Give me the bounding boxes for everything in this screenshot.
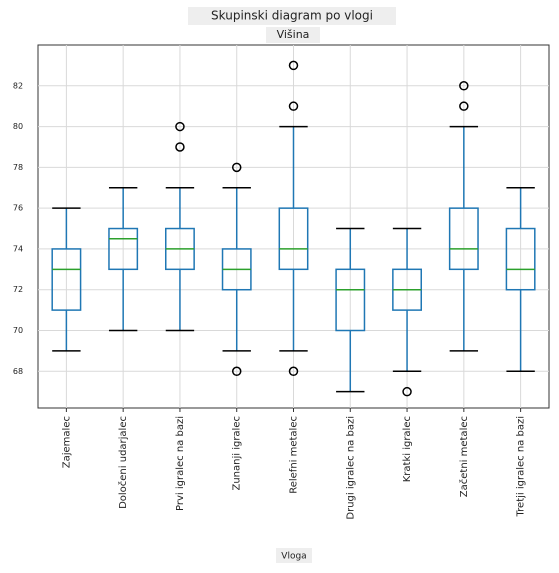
x-tick-label: Drugi igralec na bazi <box>345 416 356 520</box>
y-tick-label: 70 <box>13 326 23 335</box>
box <box>448 207 479 271</box>
y-tick-label: 74 <box>13 244 23 253</box>
x-label-bg <box>276 548 312 563</box>
box <box>108 227 139 271</box>
x-tick-label: Začetni metalec <box>458 416 470 497</box>
y-tick-label: 80 <box>13 122 23 131</box>
box <box>505 227 536 291</box>
flier <box>402 386 412 397</box>
flier <box>459 101 469 111</box>
y-tick-label: 68 <box>13 367 23 376</box>
x-tick-label: Zajemalec <box>61 416 72 468</box>
subtitle-bg <box>266 27 320 43</box>
x-tick-label: Določeni udarjalec <box>117 416 129 509</box>
flier <box>288 101 299 111</box>
chart-title: Skupinski diagram po vlogi <box>211 9 373 23</box>
x-tick-label: Tretji igralec na bazi <box>516 416 527 517</box>
x-tick-label: Zunanji igralec <box>232 416 243 491</box>
x-axis-label: Vloga <box>281 552 306 562</box>
box <box>51 248 82 311</box>
x-tick-label: Kratki igralec <box>402 416 413 482</box>
flier <box>288 366 299 377</box>
box <box>278 207 309 271</box>
chart-subtitle: Višina <box>277 28 310 41</box>
flier <box>459 81 469 91</box>
flier <box>175 142 185 152</box>
y-tick-label: 76 <box>13 204 23 213</box>
flier <box>231 162 242 173</box>
flier <box>231 366 242 377</box>
flier <box>288 60 299 71</box>
flier <box>175 121 185 132</box>
y-tick-label: 82 <box>13 81 23 90</box>
y-tick-label: 72 <box>13 285 23 294</box>
x-tick-label: Prvi igralec na bazi <box>175 416 186 511</box>
y-tick-label: 78 <box>13 163 23 172</box>
title-bg <box>188 7 396 25</box>
x-tick-label: Relefni metalec <box>289 416 300 494</box>
box <box>335 268 366 332</box>
